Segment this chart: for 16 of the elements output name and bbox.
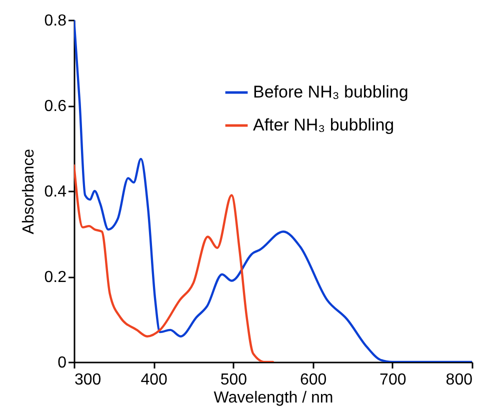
y-tick-label: 0.2 xyxy=(44,269,67,286)
x-axis-title: Wavelength / nm xyxy=(214,390,334,406)
x-tick-label: 500 xyxy=(220,372,248,388)
x-tick-label: 400 xyxy=(140,372,168,388)
legend-label: Before NH₃ bubbling xyxy=(253,82,408,102)
x-tick-label: 700 xyxy=(380,372,406,388)
legend-label: After NH₃ bubbling xyxy=(253,116,394,134)
y-axis-title: Absorbance xyxy=(20,148,38,234)
y-tick-label: 0.6 xyxy=(44,98,67,115)
x-tick-label: 800 xyxy=(446,372,473,388)
y-tick-label: 0.4 xyxy=(44,184,67,200)
x-tick-label: 600 xyxy=(300,372,327,388)
y-tick-label: 0.8 xyxy=(44,12,67,30)
y-tick-label: 0 xyxy=(58,354,67,372)
x-tick-label: 300 xyxy=(74,372,102,388)
line-series xyxy=(74,164,274,362)
